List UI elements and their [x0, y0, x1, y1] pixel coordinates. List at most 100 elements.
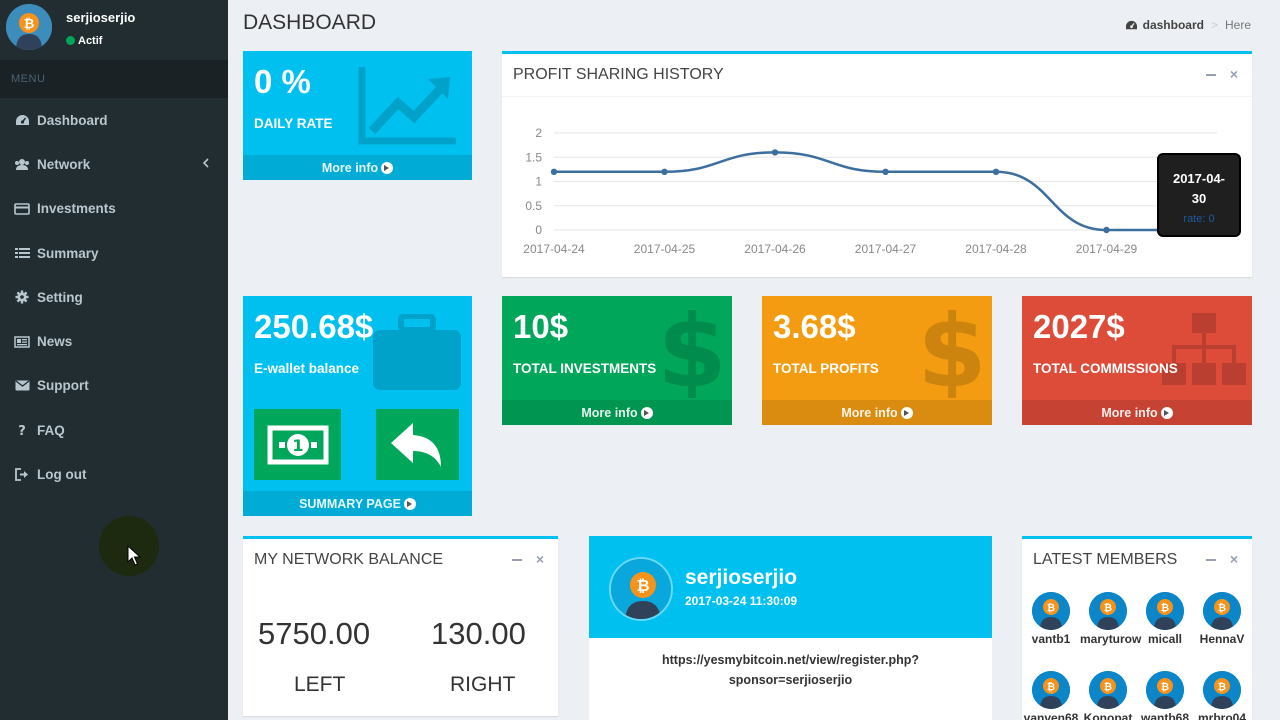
- breadcrumb-link-dashboard[interactable]: dashboard: [1142, 18, 1204, 32]
- data-point[interactable]: [992, 168, 1000, 175]
- profile-body: https://yesmybitcoin.net/view/register.p…: [589, 638, 992, 720]
- dashboard-icon: [14, 112, 30, 128]
- daily-rate-more-info-link[interactable]: More info: [243, 155, 472, 180]
- user-status-label: Actif: [78, 35, 103, 47]
- area-chart-icon: [358, 67, 456, 145]
- panel-title: PROFIT SHARING HISTORY: [513, 66, 724, 83]
- member-item[interactable]: ₿ HennaV: [1194, 592, 1250, 646]
- daily-rate-box: 0 % DAILY RATE More info: [243, 51, 472, 180]
- menu-header: MENU: [0, 60, 228, 98]
- sidebar-item-summary[interactable]: Summary: [0, 231, 228, 275]
- collapse-icon[interactable]: [511, 559, 522, 561]
- collapse-icon[interactable]: [1205, 559, 1216, 561]
- member-item[interactable]: ₿ micall: [1137, 592, 1193, 646]
- x-tick-label: 2017-04-29: [1076, 242, 1138, 256]
- arrow-circle-right-icon: [403, 497, 416, 510]
- collapse-icon[interactable]: [1205, 74, 1216, 76]
- right-label: RIGHT: [450, 673, 516, 696]
- member-avatar: ₿: [1089, 592, 1127, 630]
- member-item[interactable]: ₿ mrbro04: [1194, 671, 1250, 720]
- close-icon[interactable]: ×: [535, 551, 544, 567]
- svg-text:₿: ₿: [636, 576, 649, 595]
- x-tick-label: 2017-04-25: [634, 242, 696, 256]
- reply-button[interactable]: [376, 409, 459, 480]
- profile-date: 2017-03-24 11:30:09: [685, 594, 798, 608]
- x-tick-label: 2017-04-24: [523, 242, 585, 256]
- data-point[interactable]: [1103, 226, 1110, 234]
- sidebar-item-faq[interactable]: ? FAQ: [0, 408, 228, 452]
- referral-link-line2: sponsor=serjioserjio: [728, 673, 853, 687]
- user-status: Actif: [66, 35, 102, 47]
- data-point[interactable]: [661, 168, 668, 175]
- sidebar-item-investments[interactable]: Investments: [0, 187, 228, 231]
- daily-rate-label: DAILY RATE: [254, 116, 333, 131]
- member-name: Konopat: [1083, 711, 1133, 720]
- question-icon: ?: [14, 422, 30, 438]
- network-balance-panel: MY NETWORK BALANCE × 5750.00 130.00 LEFT…: [243, 536, 558, 716]
- summary-page-link[interactable]: SUMMARY PAGE: [243, 491, 472, 516]
- ewallet-value: 250.68$: [254, 308, 374, 345]
- sitemap-icon: [1162, 313, 1246, 385]
- user-panel: ₿ serjioserjio Actif: [0, 0, 228, 60]
- arrow-circle-right-icon: [900, 406, 913, 419]
- sidebar-item-label: News: [37, 334, 73, 350]
- member-name: vanven68: [1023, 711, 1079, 720]
- member-name: maryturow: [1080, 632, 1142, 646]
- member-item[interactable]: ₿ vanven68: [1023, 671, 1079, 720]
- user-name: serjioserjio: [66, 10, 136, 25]
- member-avatar: ₿: [1203, 671, 1241, 709]
- x-tick-label: 2017-04-26: [744, 242, 806, 256]
- avatar[interactable]: ₿: [6, 4, 52, 50]
- y-tick-label: 2: [535, 126, 542, 140]
- money-bill-icon: 1: [267, 425, 328, 464]
- data-point[interactable]: [882, 168, 889, 175]
- commissions-more-info-link[interactable]: More info: [1022, 400, 1252, 425]
- arrow-circle-right-icon: [640, 406, 653, 419]
- svg-text:₿: ₿: [1161, 602, 1169, 614]
- breadcrumb: dashboard > Here: [1125, 18, 1251, 32]
- sidebar-item-label: Log out: [37, 467, 87, 483]
- investments-more-info-link[interactable]: More info: [502, 400, 732, 425]
- svg-text:₿: ₿: [1047, 602, 1055, 614]
- more-info-label: More info: [841, 405, 898, 420]
- svg-text:₿: ₿: [1047, 681, 1055, 693]
- sidebar-item-label: Dashboard: [37, 112, 108, 128]
- mouse-cursor-icon: [127, 545, 141, 566]
- member-item[interactable]: ₿ vantb1: [1023, 592, 1079, 646]
- member-item[interactable]: ₿ wantb68: [1137, 671, 1193, 720]
- member-item[interactable]: ₿ Konopat: [1080, 671, 1136, 720]
- referral-link[interactable]: https://yesmybitcoin.net/view/register.p…: [589, 650, 992, 690]
- sidebar-item-dashboard[interactable]: Dashboard: [0, 98, 228, 142]
- profile-name: serjioserjio: [685, 566, 798, 589]
- data-point[interactable]: [550, 168, 558, 175]
- member-avatar: ₿: [1032, 592, 1070, 630]
- investments-box: $ 10$ TOTAL INVESTMENTS More info: [502, 296, 732, 425]
- member-item[interactable]: ₿ maryturow: [1080, 592, 1142, 646]
- sidebar-item-network[interactable]: Network: [0, 142, 228, 186]
- profits-more-info-link[interactable]: More info: [762, 400, 992, 425]
- member-avatar: ₿: [1203, 592, 1241, 630]
- sidebar-item-logout[interactable]: Log out: [0, 452, 228, 496]
- withdraw-button[interactable]: 1: [254, 409, 341, 480]
- summary-page-label: SUMMARY PAGE: [299, 496, 401, 511]
- briefcase-icon: [373, 314, 461, 390]
- online-dot-icon: [66, 36, 75, 45]
- svg-text:1: 1: [292, 436, 303, 455]
- dollar-icon: $: [662, 302, 722, 398]
- member-name: wantb68: [1140, 711, 1189, 720]
- member-name: vantb1: [1031, 632, 1071, 646]
- svg-text:₿: ₿: [1104, 602, 1112, 614]
- data-point[interactable]: [771, 149, 779, 156]
- sidebar-item-news[interactable]: News: [0, 319, 228, 363]
- close-icon[interactable]: ×: [1229, 551, 1238, 567]
- envelope-icon: [14, 378, 30, 394]
- sidebar-item-support[interactable]: Support: [0, 364, 228, 408]
- x-tick-label: 2017-04-27: [855, 242, 917, 256]
- series-line: [554, 151, 1217, 232]
- member-avatar: ₿: [1146, 671, 1184, 709]
- close-icon[interactable]: ×: [1229, 66, 1238, 82]
- sidebar-item-setting[interactable]: Setting: [0, 275, 228, 319]
- svg-text:$: $: [662, 302, 722, 398]
- profile-avatar[interactable]: ₿: [609, 557, 673, 621]
- investments-value: 10$: [513, 308, 569, 345]
